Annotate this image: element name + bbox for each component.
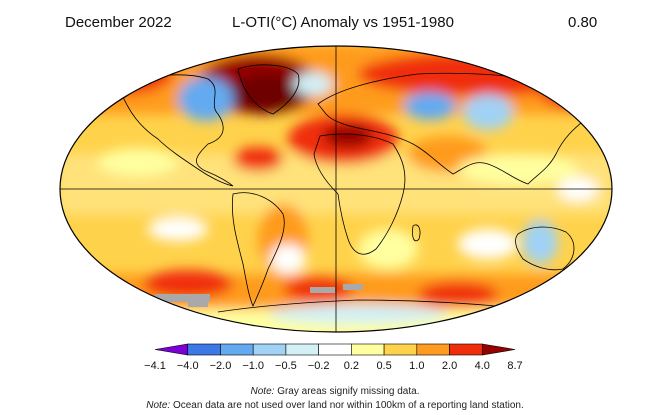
legend-tick-label: 1.0 [409,360,424,372]
note1-label: Note: [250,386,275,397]
legend-swatch [449,343,483,356]
legend-swatch [220,343,254,356]
legend-swatch [285,343,319,356]
legend-tick-label: −2.0 [210,360,232,372]
legend-tick-label: −4.1 [144,360,166,372]
legend-swatch [187,343,221,356]
coastlines [117,64,588,313]
note2-text: Ocean data are not used over land nor wi… [170,400,524,411]
anomaly-map-svg [59,45,613,333]
legend-tick-label: 0.2 [344,360,359,372]
legend-tick-label: 0.5 [376,360,391,372]
legend-tick-label: −4.0 [177,360,199,372]
map-period: December 2022 [65,14,172,31]
legend-swatch [416,343,450,356]
color-legend-svg: −4.1 −4.0 −2.0 −1.0 −0.5 −0.2 0.2 0.5 1.0 2.0 4.0 8… [144,343,523,372]
note2-label: Note: [146,400,171,411]
legend-tick-label: −1.0 [242,360,264,372]
note-ocean-data: Note: Ocean data are not used over land … [0,400,670,411]
legend-swatch [383,343,418,356]
legend-tick-label: 4.0 [475,360,490,372]
note-missing-data: Note: Gray areas signify missing data. [0,386,670,397]
global-mean-anomaly: 0.80 [568,14,598,31]
legend-swatch [481,343,516,356]
color-legend: −4.1 −4.0 −2.0 −1.0 −0.5 −0.2 0.2 0.5 1.0 2.0 4.0 8… [140,340,530,372]
legend-tick-label: −0.5 [275,360,297,372]
legend-tick-label: 2.0 [442,360,457,372]
legend-swatch [351,343,385,356]
map-title: L-OTI(°C) Anomaly vs 1951-1980 [232,14,454,31]
legend-swatch [154,343,189,356]
legend-tick-label: 8.7 [507,360,522,372]
legend-tick-label: −0.2 [308,360,330,372]
map-border [59,45,613,333]
legend-swatch [252,343,287,356]
anomaly-map [58,44,614,334]
legend-swatch [318,343,352,356]
note1-text: Gray areas signify missing data. [274,386,420,397]
missing-data-areas [155,284,363,307]
